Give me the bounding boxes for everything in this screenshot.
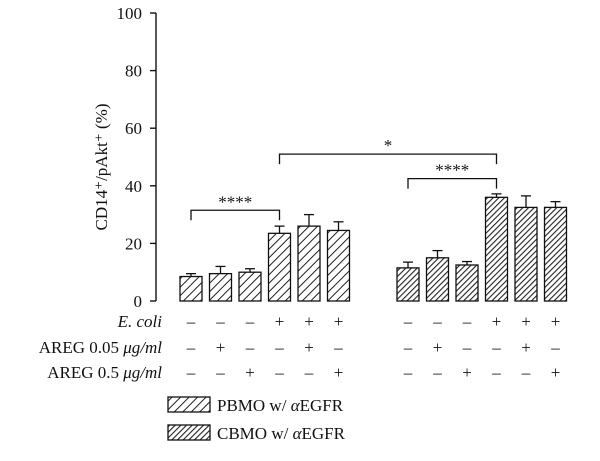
bar [514,206,538,302]
significance-bracket [278,153,498,165]
condition-sign: + [492,312,502,331]
bar [208,272,233,302]
condition-sign: + [304,338,314,357]
condition-sign: – [274,338,284,357]
legend-swatch [167,424,211,441]
bar [455,264,479,302]
legend-label-greek: α [291,396,301,415]
condition-sign: + [216,338,226,357]
condition-label-unit: μg/ml [122,338,162,357]
condition-label: AREG 0.05 μg/ml [39,338,163,357]
condition-sign: – [186,338,196,357]
bar [396,267,420,302]
condition-sign: + [334,312,344,331]
y-tick-label: 80 [125,62,142,81]
y-axis-label: CD14⁺/pAkt⁺ (%) [92,103,111,230]
legend-label-prefix: PBMO w/ [217,396,291,415]
condition-sign: – [521,363,531,382]
condition-sign: – [462,312,472,331]
y-tick-label: 100 [117,4,143,23]
condition-label: E. coli [117,312,163,331]
significance-label: **** [435,161,469,180]
condition-sign: – [186,363,196,382]
condition-sign: – [491,338,501,357]
condition-sign: – [491,363,501,382]
legend-label-suffix: EGFR [302,424,346,443]
significance-bracket [190,209,281,221]
condition-sign: + [551,363,561,382]
bar [326,229,351,302]
condition-sign: + [245,363,255,382]
bar [425,257,450,302]
condition-sign: + [304,312,314,331]
condition-sign: – [215,312,225,331]
condition-sign: – [215,363,225,382]
condition-label-main: AREG 0.05 [39,338,124,357]
legend-label: CBMO w/ αEGFR [217,424,346,443]
condition-sign: + [334,363,344,382]
legend-label: PBMO w/ αEGFR [217,396,344,415]
condition-sign: – [274,363,284,382]
y-tick-label: 0 [134,292,143,311]
condition-label-unit: μg/ml [122,363,162,382]
legend-label-greek: α [293,424,303,443]
condition-label-main: AREG 0.5 [47,363,123,382]
condition-sign: – [403,363,413,382]
bar [543,206,568,302]
condition-sign: + [551,312,561,331]
condition-sign: + [521,312,531,331]
y-tick-label: 40 [125,177,142,196]
legend-swatch [167,396,211,413]
condition-sign: – [403,338,413,357]
significance-label: **** [218,192,252,211]
condition-sign: + [433,338,443,357]
legend-label-suffix: EGFR [300,396,344,415]
y-tick-label: 20 [125,234,142,253]
condition-label: AREG 0.5 μg/ml [47,363,162,382]
significance-label: * [384,136,393,155]
condition-sign: + [462,363,472,382]
condition-sign: – [245,338,255,357]
bar [267,232,292,302]
condition-sign: – [432,363,442,382]
bar [238,271,262,302]
y-tick-label: 60 [125,119,142,138]
bar [297,225,321,302]
condition-sign: – [333,338,343,357]
condition-sign: – [432,312,442,331]
bar [484,196,509,302]
bar [179,275,203,302]
condition-sign: – [245,312,255,331]
condition-sign: + [521,338,531,357]
condition-sign: – [462,338,472,357]
legend-label-prefix: CBMO w/ [217,424,293,443]
condition-sign: – [186,312,196,331]
condition-sign: – [550,338,560,357]
significance-bracket [407,177,498,189]
condition-sign: + [275,312,285,331]
condition-sign: – [403,312,413,331]
condition-sign: – [304,363,314,382]
